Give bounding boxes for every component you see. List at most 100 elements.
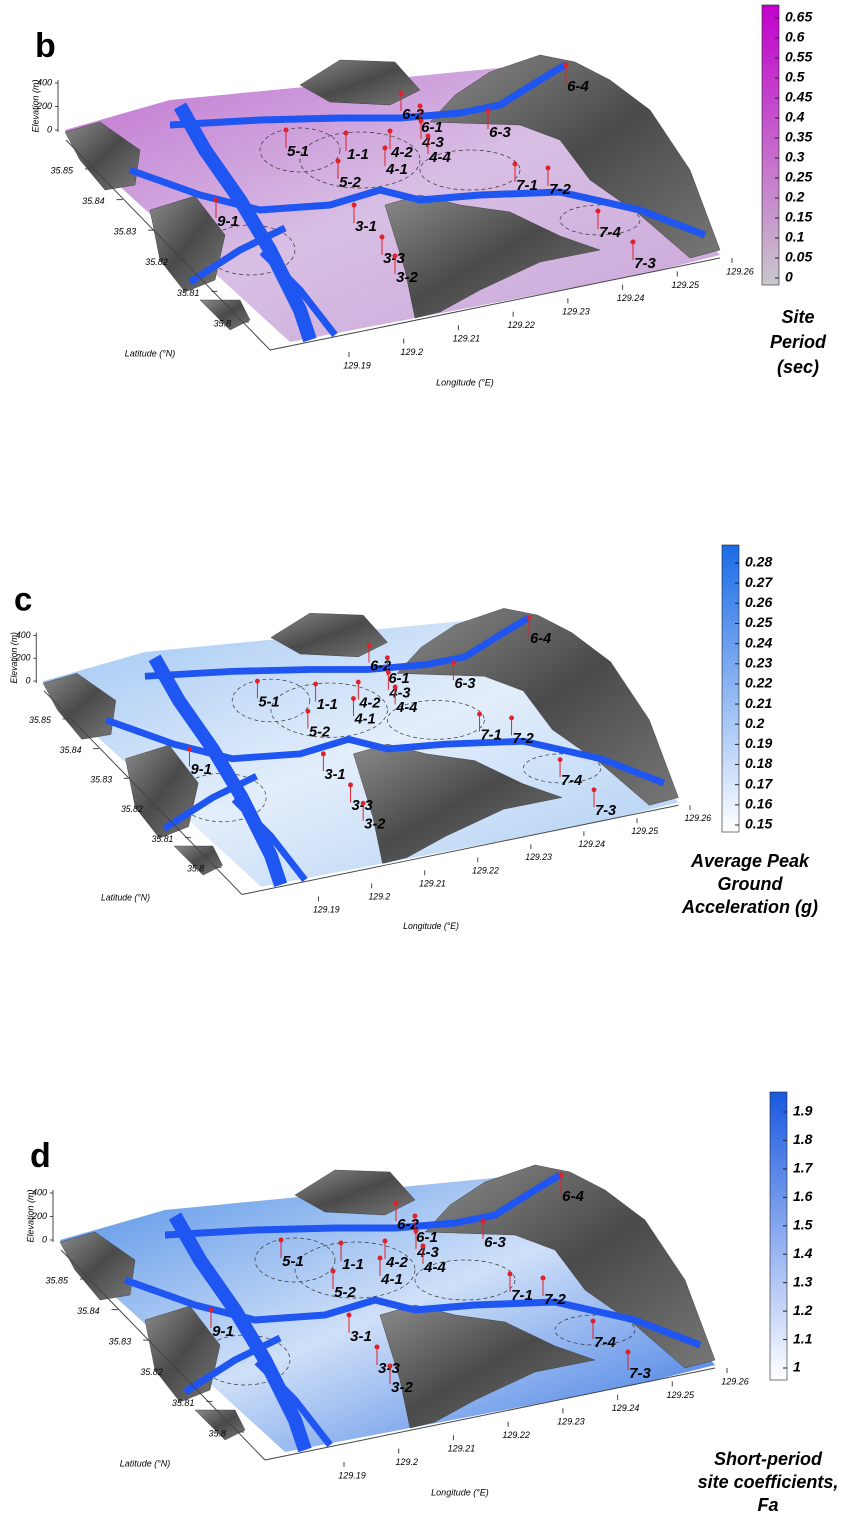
tick-label: 35.81: [177, 288, 200, 298]
site-marker: [595, 208, 601, 214]
tick-label: 0: [42, 1234, 47, 1244]
site-marker: [591, 787, 597, 793]
colorbar-title: Short-period: [714, 1449, 823, 1469]
river: [128, 166, 707, 239]
mountain: [294, 1169, 416, 1216]
site-marker: [480, 1218, 486, 1224]
site-marker: [558, 1172, 564, 1178]
site-marker: [213, 197, 219, 203]
tick-label: 129.23: [557, 1417, 585, 1427]
tick-label: 129.24: [617, 293, 645, 303]
site-marker: [346, 1312, 352, 1318]
tick-label: 35.82: [140, 1367, 163, 1377]
mountain: [384, 194, 601, 319]
tick-label: 0: [26, 675, 31, 685]
axis-label: Elevation (m): [25, 1189, 35, 1242]
colorbar-tick-label: 0.28: [745, 554, 772, 570]
site-label: 4-2: [385, 1254, 408, 1271]
colorbar-tick-label: 1.6: [793, 1188, 813, 1204]
tick-label: 35.8: [187, 864, 204, 874]
site-label: 4-2: [358, 695, 380, 711]
tick-label: 129.22: [502, 1430, 530, 1440]
site-marker: [509, 715, 514, 721]
site-marker: [385, 669, 391, 675]
mountain: [64, 121, 141, 191]
site-marker: [283, 127, 289, 133]
site-label: 7-1: [511, 1287, 533, 1304]
site-label: 3-1: [350, 1328, 372, 1345]
site-label: 7-3: [634, 255, 656, 272]
colorbar-tick-label: 0.05: [785, 249, 812, 265]
site-marker: [320, 751, 326, 757]
contour-line: [419, 149, 521, 191]
site-marker: [254, 678, 260, 684]
site-label: 6-1: [389, 671, 410, 687]
tick-label: 129.24: [612, 1403, 640, 1413]
site-marker: [379, 234, 385, 240]
river: [123, 1276, 702, 1349]
river: [254, 1359, 333, 1448]
colorbar-tick-label: 0.6: [785, 29, 805, 45]
river: [259, 249, 338, 338]
axis-line: [269, 257, 721, 351]
site-label: 7-4: [599, 224, 621, 241]
axis-line: [241, 804, 679, 895]
site-marker: [398, 90, 404, 96]
site-marker: [450, 660, 456, 666]
colorbar-tick-label: 0.2: [785, 189, 805, 205]
contour-line: [522, 753, 602, 784]
river: [148, 654, 288, 887]
site-marker: [351, 696, 356, 701]
site-marker: [418, 118, 424, 124]
river: [168, 1212, 312, 1453]
colorbar-tick-label: 0.1: [785, 229, 805, 245]
axis-label: Latitude (°N): [120, 1458, 171, 1468]
tick-label: 129.26: [726, 266, 754, 276]
site-marker: [335, 158, 341, 164]
site-marker: [420, 1243, 426, 1249]
site-label: 3-2: [396, 269, 418, 286]
colorbar-tick-label: 1.5: [793, 1216, 813, 1232]
site-marker: [387, 1363, 393, 1369]
tick-label: 400: [37, 77, 52, 87]
contour-line: [554, 1314, 636, 1346]
panel-label: d: [30, 1137, 51, 1175]
site-label: 3-2: [364, 817, 385, 833]
colorbar-tick-label: 0.45: [785, 89, 812, 105]
colorbar-tick-label: 0.3: [785, 149, 805, 165]
tick-label: 129.22: [472, 865, 499, 875]
colorbar-tick-label: 0.15: [745, 816, 772, 832]
tick-label: 35.83: [90, 775, 112, 785]
site-label: 7-2: [544, 1291, 566, 1308]
site-label: 7-3: [629, 1365, 651, 1382]
site-marker: [557, 757, 563, 763]
site-marker: [412, 1213, 418, 1219]
colorbar-tick-label: 1.7: [793, 1160, 814, 1176]
tick-label: 129.26: [684, 813, 711, 823]
site-label: 5-1: [282, 1253, 304, 1270]
site-marker: [477, 711, 482, 717]
axis-line: [43, 690, 243, 895]
river: [169, 61, 567, 129]
site-marker: [382, 1238, 388, 1244]
site-label: 3-3: [383, 250, 405, 267]
river: [162, 773, 258, 832]
contour-line: [254, 1237, 336, 1283]
site-marker: [540, 1275, 546, 1281]
site-label: 7-3: [595, 803, 616, 819]
site-label: 9-1: [212, 1323, 234, 1340]
contour-line: [559, 204, 641, 236]
colorbar-tick-label: 1: [793, 1359, 801, 1375]
site-label: 7-1: [481, 727, 502, 743]
site-label: 1-1: [317, 697, 338, 713]
tick-label: 129.2: [400, 347, 423, 357]
colorbar-tick-label: 0.21: [745, 695, 772, 711]
site-label: 5-1: [287, 143, 309, 160]
site-label: 7-2: [513, 731, 534, 747]
tick-label: 129.25: [672, 280, 701, 290]
mountain: [299, 59, 421, 106]
tick-label: 129.23: [525, 852, 552, 862]
mountain: [379, 1304, 596, 1429]
site-label: 4-4: [428, 149, 451, 166]
colorbar-title: Average Peak: [690, 851, 810, 871]
